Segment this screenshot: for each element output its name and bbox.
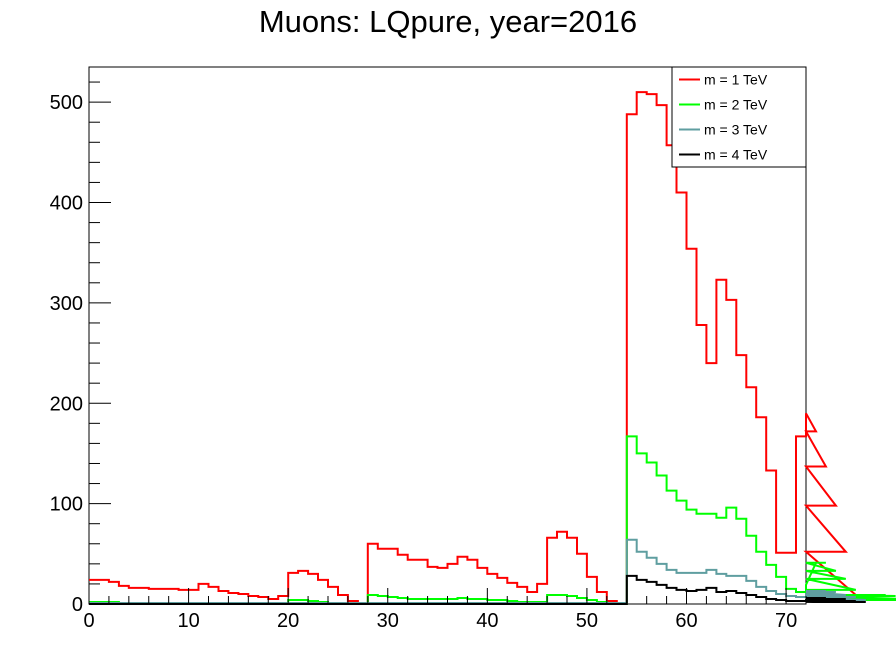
x-tick-label: 60: [675, 610, 697, 632]
x-tick-label: 30: [377, 610, 399, 632]
y-tick-label: 300: [50, 293, 83, 315]
chart-title: Muons: LQpure, year=2016: [258, 4, 638, 39]
y-tick-label: 0: [72, 594, 83, 616]
x-tick-label: 70: [775, 610, 797, 632]
legend-box: [671, 66, 807, 168]
series-line-4: [89, 574, 866, 605]
legend-label-1: m = 1 TeV: [704, 72, 768, 88]
x-tick-label: 0: [83, 610, 94, 632]
x-tick-label: 40: [476, 610, 498, 632]
x-tick-label: 20: [277, 610, 299, 632]
legend-label-2: m = 2 TeV: [704, 97, 768, 113]
y-tick-label: 100: [50, 494, 83, 516]
y-tick-label: 400: [50, 193, 83, 215]
series-line-2: [89, 435, 896, 605]
series-line-1: [89, 91, 859, 605]
legend-label-4: m = 4 TeV: [704, 147, 768, 163]
legend-label-3: m = 3 TeV: [704, 122, 768, 138]
y-tick-label: 200: [50, 393, 83, 415]
y-tick-label: 500: [50, 92, 83, 114]
x-tick-label: 50: [576, 610, 598, 632]
series-line-3: [89, 538, 866, 604]
x-tick-label: 10: [177, 610, 199, 632]
